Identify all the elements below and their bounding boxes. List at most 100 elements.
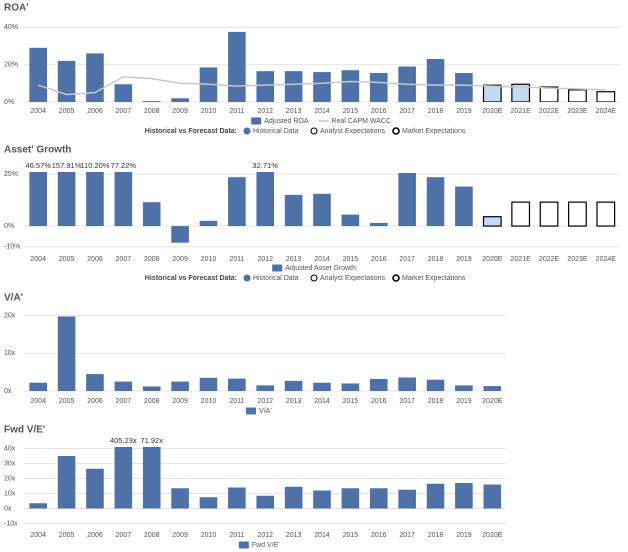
x-tick-label: 2015 [343, 532, 359, 539]
value-label: 77.22% [111, 161, 137, 170]
y-tick-label: 40x [4, 445, 16, 452]
forecast-legend-icon [243, 127, 251, 135]
bar [313, 382, 331, 391]
bar [86, 468, 104, 509]
forecast-legend-icon [310, 274, 318, 282]
x-tick-label: 2011 [229, 398, 244, 405]
x-tick-label: 2004 [30, 532, 46, 539]
x-tick-label: 2012 [257, 532, 273, 539]
legend-label: Adjusted ROA [264, 118, 309, 125]
bar [483, 386, 502, 391]
x-tick-label: 2016 [371, 256, 387, 263]
bar [284, 380, 303, 391]
x-tick-label: 2004 [30, 256, 46, 263]
y-tick-label: 30x [4, 460, 16, 467]
value-label: 405.23x [110, 436, 137, 445]
x-tick-label: 2013 [286, 108, 302, 115]
x-tick-label: 2006 [87, 532, 103, 539]
legend-swatch [272, 264, 283, 272]
x-tick-label: 2005 [59, 108, 75, 115]
x-tick-label: 2006 [87, 256, 103, 263]
x-tick-label: 2008 [144, 108, 160, 115]
forecast-legend-label: Historical Data [253, 275, 299, 282]
y-tick-label: -10% [4, 244, 20, 251]
bar [29, 47, 47, 102]
forecast-legend-label: Historical Data [253, 128, 299, 135]
x-tick-label: 2014 [314, 108, 330, 115]
y-tick-label: -10x [4, 520, 18, 527]
x-tick-label: 2010 [201, 398, 217, 405]
bar [341, 383, 360, 391]
bar [568, 201, 587, 227]
bar [369, 378, 388, 391]
x-tick-label: 2015 [343, 256, 359, 263]
x-tick-label: 2007 [116, 256, 132, 263]
x-tick-label: 2012 [257, 398, 273, 405]
chart-title: Fwd V/E' [4, 425, 45, 436]
plot-area [29, 31, 616, 102]
y-tick-label: 20% [4, 61, 18, 68]
x-tick-label: 2016 [371, 398, 387, 405]
forecast-legend-icon [392, 274, 400, 282]
forecast-legend-title: Historical vs Forecast Data: [145, 275, 237, 282]
value-label: 46.57% [25, 161, 51, 170]
y-tick-label: 20x [4, 475, 16, 482]
bar [341, 214, 360, 227]
x-tick-label: 2019 [456, 532, 472, 539]
x-tick-label: 2017 [399, 398, 415, 405]
bar [284, 486, 303, 509]
bar [398, 173, 416, 227]
bar [114, 172, 133, 227]
x-tick-label: 2010 [201, 256, 217, 263]
y-tick-label: 40% [4, 24, 18, 31]
bar [256, 71, 275, 102]
y-tick-label: 10x [4, 490, 16, 497]
bar [539, 86, 559, 102]
forecast-legend-icon [243, 274, 251, 282]
x-tick-label: 2015 [343, 108, 359, 115]
x-tick-label: 2009 [172, 256, 188, 263]
bar [199, 377, 218, 391]
x-tick-label: 2013 [286, 532, 302, 539]
bar [29, 172, 47, 227]
x-tick-label: 2004 [30, 398, 46, 405]
bar [29, 503, 47, 509]
bar [256, 172, 275, 227]
chart-title: V/A' [4, 293, 23, 304]
bar [114, 381, 133, 391]
bar [482, 216, 502, 227]
legend-label: Adjusted Asset Growth [285, 265, 356, 272]
plot-area [29, 316, 502, 391]
bar [369, 222, 388, 227]
x-tick-label: 2013 [286, 256, 302, 263]
bar [511, 201, 531, 227]
bar [142, 101, 161, 102]
x-tick-label: 2009 [172, 532, 188, 539]
bar [398, 489, 416, 509]
x-tick-label: 2018 [428, 398, 444, 405]
x-tick-label: 2020E [482, 108, 503, 115]
y-tick-label: 0x [4, 388, 12, 395]
y-tick-label: 0x [4, 505, 12, 512]
bar [57, 172, 76, 227]
value-label: 157.91% [52, 161, 82, 170]
bar [341, 488, 360, 509]
chart-title: ROA' [4, 3, 29, 14]
plot-area [29, 172, 616, 243]
plot-area [29, 447, 502, 509]
bar [426, 379, 445, 391]
value-label: 32.71% [253, 161, 279, 170]
x-tick-label: 2019 [456, 108, 472, 115]
bar [284, 71, 303, 102]
bar [455, 385, 473, 391]
x-tick-label: 2021E [511, 256, 532, 263]
x-tick-label: 2011 [229, 256, 244, 263]
bar [455, 483, 473, 509]
bar [228, 177, 246, 227]
x-tick-label: 2018 [428, 108, 444, 115]
x-tick-label: 2013 [286, 398, 302, 405]
bar [313, 490, 331, 509]
x-tick-label: 2005 [59, 398, 75, 405]
line [37, 76, 606, 96]
